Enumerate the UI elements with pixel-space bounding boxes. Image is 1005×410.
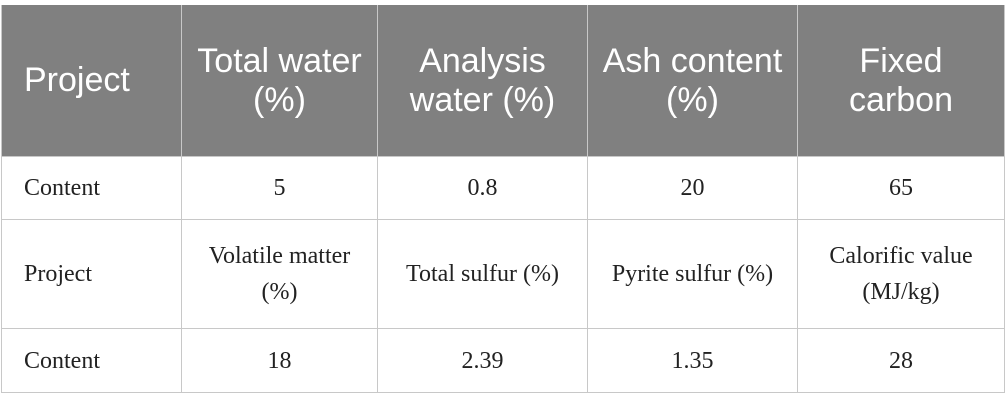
table-row: Project Volatile matter (%) Total sulfur… — [1, 219, 1005, 329]
table-cell: 0.8 — [377, 156, 588, 220]
header-cell-ash-content: Ash content (%) — [587, 5, 798, 157]
table-cell: 18 — [181, 328, 378, 393]
table-cell: Total sulfur (%) — [377, 219, 588, 329]
header-cell-fixed-carbon: Fixed carbon — [797, 5, 1005, 157]
table-cell: 65 — [797, 156, 1005, 220]
header-cell-project: Project — [1, 5, 182, 157]
table-row: Content 18 2.39 1.35 28 — [1, 328, 1005, 393]
table-cell: Project — [1, 219, 182, 329]
table-cell: 2.39 — [377, 328, 588, 393]
table-row: Content 5 0.8 20 65 — [1, 156, 1005, 220]
header-cell-total-water: Total water (%) — [181, 5, 378, 157]
table-cell: Pyrite sulfur (%) — [587, 219, 798, 329]
table-cell: Content — [1, 328, 182, 393]
table-cell: 5 — [181, 156, 378, 220]
table-body: Content 5 0.8 20 65 Project Volatile mat… — [1, 156, 1005, 393]
table-cell: 1.35 — [587, 328, 798, 393]
table-header: Project Total water (%) Analysis water (… — [1, 5, 1005, 157]
coal-properties-table: Project Total water (%) Analysis water (… — [1, 5, 1005, 393]
table-cell: Volatile matter (%) — [181, 219, 378, 329]
table-cell: 28 — [797, 328, 1005, 393]
table-cell: Calorific value (MJ/kg) — [797, 219, 1005, 329]
header-cell-analysis-water: Analysis water (%) — [377, 5, 588, 157]
table-cell: 20 — [587, 156, 798, 220]
table-container: Project Total water (%) Analysis water (… — [1, 5, 1005, 393]
table-cell: Content — [1, 156, 182, 220]
header-row: Project Total water (%) Analysis water (… — [1, 5, 1005, 157]
